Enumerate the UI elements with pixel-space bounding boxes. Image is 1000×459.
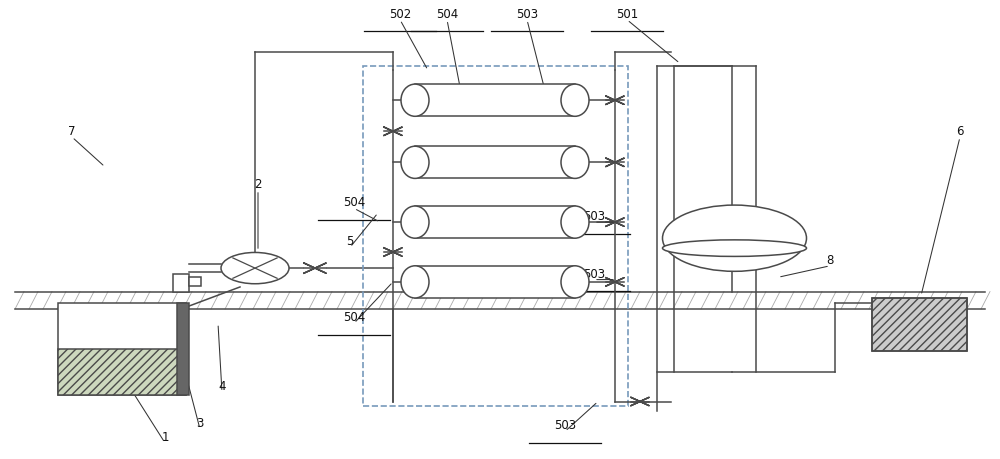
Bar — [58, 349, 186, 395]
Bar — [58, 303, 186, 395]
Text: 1: 1 — [161, 430, 169, 443]
Text: 501: 501 — [616, 8, 638, 21]
Text: 504: 504 — [436, 8, 458, 21]
Text: 6: 6 — [956, 125, 964, 138]
Text: 503: 503 — [583, 267, 605, 280]
Ellipse shape — [401, 266, 429, 298]
Bar — [872, 298, 967, 351]
Bar — [415, 207, 575, 239]
Ellipse shape — [561, 207, 589, 239]
Text: 2: 2 — [254, 178, 262, 190]
Text: 3: 3 — [196, 416, 204, 429]
Text: 7: 7 — [68, 125, 76, 138]
Ellipse shape — [561, 85, 589, 117]
Bar — [415, 85, 575, 117]
Text: 503: 503 — [516, 8, 538, 21]
Ellipse shape — [401, 85, 429, 117]
Bar — [189, 277, 201, 286]
Text: 4: 4 — [218, 380, 226, 392]
Bar — [872, 298, 967, 351]
Ellipse shape — [401, 207, 429, 239]
Ellipse shape — [662, 241, 806, 257]
Text: 502: 502 — [389, 8, 411, 21]
Circle shape — [221, 253, 289, 284]
Text: 503: 503 — [583, 210, 605, 223]
Circle shape — [662, 206, 806, 272]
Ellipse shape — [401, 147, 429, 179]
Text: 5: 5 — [346, 235, 354, 248]
Bar — [177, 303, 189, 395]
Ellipse shape — [561, 147, 589, 179]
Text: 504: 504 — [343, 196, 365, 209]
Bar — [173, 274, 189, 292]
Bar — [415, 147, 575, 179]
Text: 8: 8 — [826, 253, 834, 266]
Text: 503: 503 — [554, 419, 576, 431]
Text: 504: 504 — [343, 311, 365, 324]
Ellipse shape — [561, 266, 589, 298]
Bar — [363, 67, 628, 406]
Bar — [415, 266, 575, 298]
Bar — [177, 303, 189, 395]
